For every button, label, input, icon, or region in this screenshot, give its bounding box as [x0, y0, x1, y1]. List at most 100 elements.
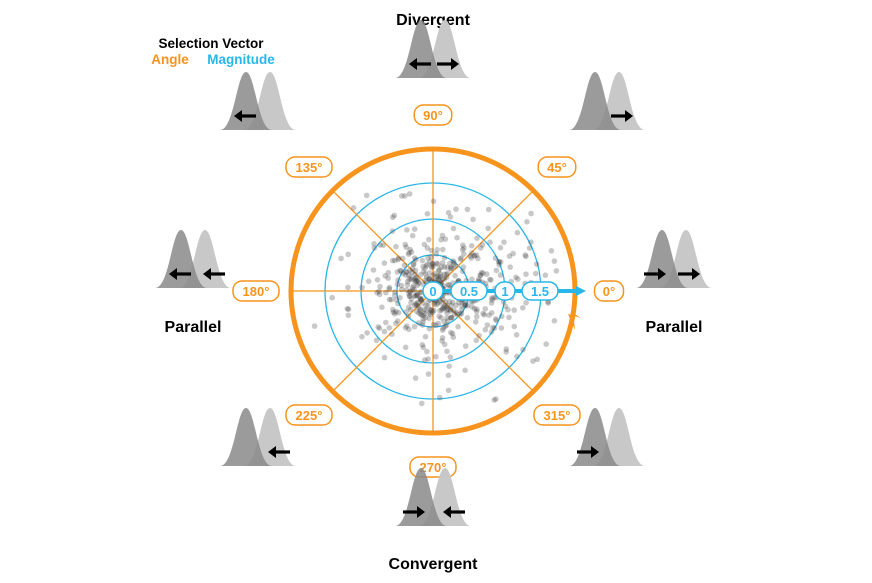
data-point [408, 299, 414, 306]
data-point [441, 264, 448, 270]
data-point [444, 264, 450, 271]
data-point [426, 325, 433, 332]
data-point [423, 302, 429, 309]
data-point [406, 291, 412, 297]
angle-spoke-135 [332, 190, 434, 292]
data-point [433, 322, 439, 328]
data-point [435, 273, 442, 279]
data-point [376, 288, 382, 295]
data-point [409, 269, 415, 276]
magnitude-label: 1.5 [531, 284, 549, 299]
data-point [492, 255, 499, 261]
data-point [476, 332, 482, 339]
data-point [491, 325, 498, 332]
data-point [439, 305, 446, 312]
data-point [399, 193, 405, 199]
data-point [391, 292, 398, 299]
data-point [431, 307, 437, 314]
data-point [436, 276, 442, 283]
data-point [486, 312, 492, 319]
angle-labels: 0° 45° 90° 135° 180° 225° 270° 315° [232, 104, 625, 478]
data-point [437, 308, 443, 314]
angle-spoke-45 [432, 190, 534, 292]
data-point [412, 277, 418, 284]
distribution-icon-270 [395, 468, 471, 526]
data-point [383, 289, 389, 296]
distribution-icon-315 [569, 408, 645, 466]
data-point [523, 253, 529, 260]
data-point [393, 243, 399, 250]
data-point [447, 260, 453, 267]
distribution-icon-90 [395, 20, 471, 78]
data-point [450, 225, 457, 232]
distribution-icon-0 [636, 230, 712, 288]
data-point [402, 241, 409, 248]
data-point [345, 306, 352, 313]
data-point [390, 306, 396, 313]
data-point [418, 311, 424, 318]
data-point [413, 278, 420, 285]
data-point [503, 346, 510, 352]
angle-label: 270° [420, 460, 447, 475]
data-point [398, 268, 405, 274]
data-point [409, 284, 416, 291]
data-point [413, 302, 419, 308]
data-point [403, 287, 410, 293]
data-point [448, 329, 454, 336]
data-point [481, 312, 488, 318]
data-point [394, 318, 401, 324]
data-point [436, 266, 443, 273]
data-point [406, 276, 413, 282]
data-point [440, 305, 447, 312]
data-point [493, 267, 500, 274]
data-point [403, 269, 410, 276]
data-point [359, 333, 365, 340]
data-point [444, 307, 450, 313]
data-point [475, 255, 481, 262]
data-point [461, 251, 467, 257]
data-point [364, 330, 370, 336]
data-point [435, 261, 441, 267]
data-point [439, 327, 446, 333]
data-point [478, 269, 485, 276]
data-point [513, 332, 520, 338]
data-point [400, 270, 406, 277]
data-point [506, 253, 513, 259]
data-point [446, 363, 453, 370]
data-point [440, 246, 446, 253]
data-point [398, 286, 405, 293]
data-point [413, 274, 420, 281]
data-point [406, 293, 413, 300]
data-point [393, 320, 399, 327]
data-point [412, 255, 418, 261]
data-point [441, 276, 448, 282]
data-point [462, 367, 468, 374]
data-point [514, 229, 521, 236]
data-point [453, 302, 459, 309]
data-point [461, 245, 467, 251]
data-point [456, 299, 462, 306]
data-point [447, 306, 454, 313]
data-point [438, 315, 444, 321]
data-point [488, 277, 494, 283]
data-point [487, 239, 493, 245]
data-point [511, 307, 517, 313]
data-point [404, 323, 410, 329]
data-point [424, 211, 431, 217]
distribution-curve-dark [155, 230, 207, 288]
data-point [418, 297, 425, 304]
data-point [394, 281, 401, 288]
data-point [443, 271, 450, 278]
selection-vector-points [311, 191, 560, 407]
data-point [405, 251, 412, 257]
data-point [386, 296, 393, 303]
data-point [480, 270, 486, 276]
data-point [545, 300, 551, 306]
data-point [421, 310, 428, 317]
data-point [433, 260, 440, 267]
distribution-icons [155, 20, 712, 526]
data-point [412, 375, 419, 381]
distribution-icon-180 [155, 230, 231, 288]
data-point [448, 314, 454, 321]
data-point [376, 325, 383, 332]
